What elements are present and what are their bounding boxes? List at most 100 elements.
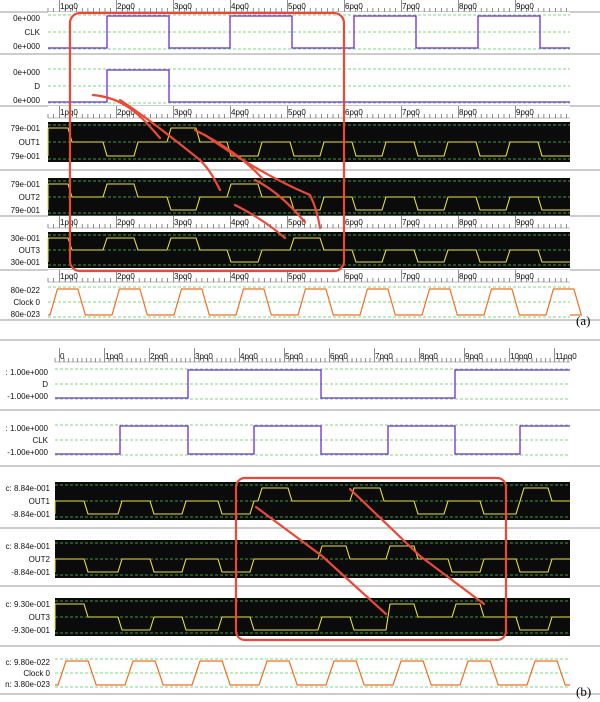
ruler-label: 3pq0 xyxy=(174,218,192,227)
trace-out2 xyxy=(47,178,570,216)
trace-max-label: 79e-001 xyxy=(11,180,41,189)
trace-min-label: -8.84e-001 xyxy=(11,568,50,577)
trace-max-label: 79e-001 xyxy=(11,124,41,133)
trace-name-label: CLK xyxy=(24,28,40,37)
trace-max-label: : 1.00e+000 xyxy=(6,424,49,433)
trace-labels: 0e+000 CLK 0e+000 xyxy=(13,14,41,51)
trace-min-label: 0e+000 xyxy=(13,96,40,105)
analog-waveform xyxy=(54,545,570,573)
trace-out2-b xyxy=(54,540,570,578)
trace-min-label: -8.84e-001 xyxy=(11,510,50,519)
trace-max-label: 0e+000 xyxy=(13,68,40,77)
trace-max-label: : 1.00e+000 xyxy=(6,368,49,377)
trace-min-label: 79e-001 xyxy=(11,206,41,215)
trace-name-label: OUT1 xyxy=(19,138,41,147)
ruler-label: 9pq0 xyxy=(516,108,534,117)
highlight-arrow-b xyxy=(348,487,422,558)
ruler-label: 7pq0 xyxy=(402,108,420,117)
ruler-label: 1pq0 xyxy=(60,2,78,11)
trace-min-label: n: 3.80e-023 xyxy=(5,680,50,689)
trace-clk xyxy=(48,12,570,52)
trace-out1 xyxy=(47,122,570,162)
time-ruler: 1pq0 2pq0 3pq0 4pq0 5pq0 6pq0 7pq0 8pq0 9pq0 xyxy=(47,106,570,119)
trace-name-label: CLK xyxy=(32,436,48,445)
trace-max-label: 0e+000 xyxy=(13,14,40,23)
trace-labels: 80e-022 Clock 0 80e-023 xyxy=(11,286,41,319)
ruler-label: 3pq0 xyxy=(174,108,192,117)
ruler-label: 2pq0 xyxy=(150,352,168,361)
time-ruler: 1pq0 2pq0 3pq0 4pq0 5pq0 6pq0 7pq0 8pq0 9pq0 xyxy=(47,270,570,283)
ruler-label: 8pq0 xyxy=(459,218,477,227)
ruler-label: 11pq0 xyxy=(555,352,577,361)
trace-max-label: 80e-022 xyxy=(11,286,41,295)
ruler-label: 1pq0 xyxy=(105,352,123,361)
highlight-box-b xyxy=(234,476,508,642)
ruler-label: 3pq0 xyxy=(174,2,192,11)
highlight-arrow-b xyxy=(320,554,388,616)
ruler-label: 8pq0 xyxy=(420,352,438,361)
ruler-label: 6pq0 xyxy=(345,272,363,281)
trace-labels: c: 9.30e-001 OUT3 -9.30e-001 xyxy=(6,600,51,635)
digital-waveform xyxy=(48,15,570,49)
digital-waveform xyxy=(55,369,570,399)
ruler-label: 4pq0 xyxy=(231,108,249,117)
trace-clock0-b xyxy=(55,656,570,690)
ruler-label: 3pq0 xyxy=(174,272,192,281)
trace-min-label: 0e+000 xyxy=(13,42,40,51)
time-ruler: 1pq0 2pq0 3pq0 4pq0 5pq0 6pq0 7pq0 8pq0 9pq0 xyxy=(47,0,570,13)
trace-labels: 79e-001 OUT1 79e-001 xyxy=(11,124,41,161)
highlight-arrow xyxy=(203,133,322,230)
ruler-label: 2pq0 xyxy=(117,272,135,281)
ruler-label: 4pq0 xyxy=(231,2,249,11)
ruler-label: 7pq0 xyxy=(402,272,420,281)
ruler-label: 5pq0 xyxy=(288,218,306,227)
trace-labels: c: 8.84e-001 OUT2 -8.84e-001 xyxy=(6,542,51,577)
trace-max-label: 30e-001 xyxy=(11,234,41,243)
time-ruler: 1pq0 2pq0 3pq0 4pq0 5pq0 6pq0 7pq0 8pq0 9pq0 xyxy=(47,216,570,229)
ruler-bg xyxy=(48,270,570,282)
ruler-label: 10pq0 xyxy=(510,352,533,361)
ruler-label: 7pq0 xyxy=(375,352,393,361)
ruler-label: 9pq0 xyxy=(516,272,534,281)
ruler-label: 2pq0 xyxy=(117,2,135,11)
trace-name-label: D xyxy=(42,380,48,389)
ruler-label: 6pq0 xyxy=(345,108,363,117)
trace-min-label: -1.00e+000 xyxy=(7,392,48,401)
trace-min-label: 79e-001 xyxy=(11,152,41,161)
ruler-label: 8pq0 xyxy=(459,272,477,281)
trace-max-label: c: 9.30e-001 xyxy=(6,600,51,609)
trace-clk-b xyxy=(55,422,570,458)
trace-min-label: -9.30e-001 xyxy=(11,626,50,635)
highlight-arrow xyxy=(233,203,287,240)
ruler-label: 6pq0 xyxy=(345,2,363,11)
ruler-label: 9pq0 xyxy=(465,352,483,361)
highlight-arrow-b xyxy=(418,554,486,606)
highlight-box xyxy=(68,11,346,273)
ruler-label: 9pq0 xyxy=(516,218,534,227)
ruler-label: 2pq0 xyxy=(117,108,135,117)
trace-name-label: OUT2 xyxy=(29,555,51,564)
clock-waveform xyxy=(48,288,583,316)
ruler-label: 6pq0 xyxy=(330,352,348,361)
analog-waveform xyxy=(47,127,570,157)
trace-labels: c: 9.80e-022 Clock 0 n: 3.80e-023 xyxy=(5,658,50,689)
ruler-bg xyxy=(48,106,570,118)
digital-waveform xyxy=(55,425,570,455)
trace-max-label: c: 8.84e-001 xyxy=(6,542,51,551)
clock-waveform xyxy=(55,660,570,686)
trace-min-label: 30e-001 xyxy=(11,258,41,267)
ruler-label: 4pq0 xyxy=(231,272,249,281)
ruler-label: 4pq0 xyxy=(240,352,258,361)
trace-min-label: 80e-023 xyxy=(11,310,41,319)
analog-waveform xyxy=(54,487,570,515)
trace-labels: 30e-001 OUT3 30e-001 xyxy=(11,234,41,267)
trace-name-label: OUT3 xyxy=(19,246,41,255)
trace-out3-b xyxy=(54,598,570,636)
trace-d xyxy=(48,66,570,106)
analog-waveform xyxy=(47,237,570,263)
ruler-bg xyxy=(48,216,570,228)
trace-name-label: OUT1 xyxy=(29,497,51,506)
trace-name-label: Clock 0 xyxy=(13,298,40,307)
ruler-label: 0 xyxy=(60,352,65,361)
ruler-label: 5pq0 xyxy=(288,272,306,281)
